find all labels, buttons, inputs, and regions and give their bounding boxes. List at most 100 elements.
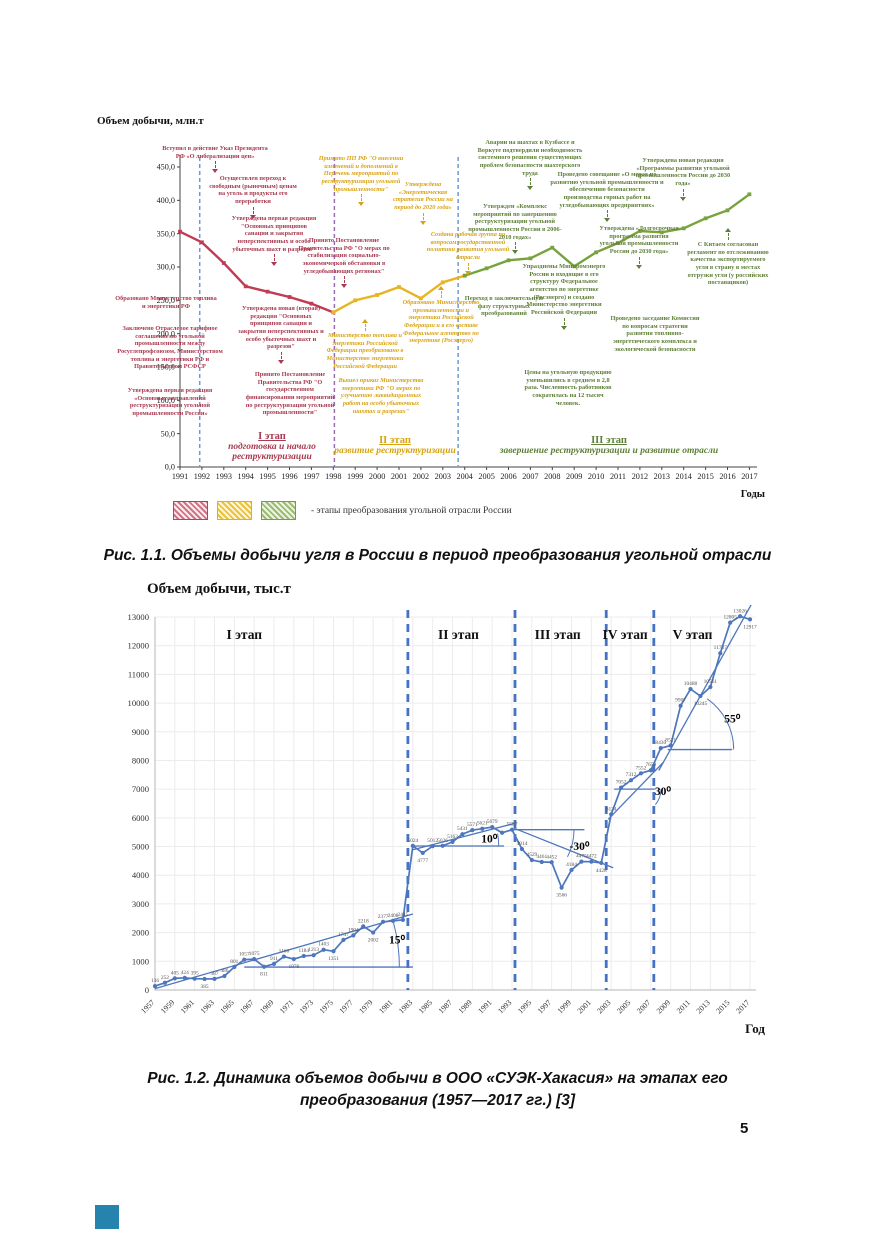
fig2-trend-line	[412, 822, 516, 851]
fig2-x-tick: 2007	[635, 998, 652, 1015]
fig1-x-tick: 2002	[413, 472, 429, 481]
fig1-caption: Рис. 1.1. Объемы добычи угля в России в …	[103, 547, 772, 564]
fig1-y-tick: 0,0	[165, 463, 175, 472]
fig2-y-tick: 9000	[132, 727, 149, 737]
fig1-x-tick: 2007	[522, 472, 538, 481]
fig1-y-axis-title: Объем добычи, млн.т	[97, 115, 204, 127]
fig1-annotation: Образовано Министерство промышленности и…	[398, 287, 484, 345]
fig1-x-tick: 1996	[281, 472, 297, 481]
fig2-data-label: 811	[260, 972, 268, 978]
fig2-x-tick: 2013	[694, 998, 711, 1015]
fig1-annotation: Образовано Министерство топлива и энерге…	[115, 295, 217, 310]
fig1-y-tick: 250,0	[157, 296, 175, 305]
fig2-data-label: 2377	[378, 914, 389, 920]
fig2-x-tick: 2011	[675, 998, 692, 1015]
fig2-angle-label: 30⁰	[655, 785, 672, 798]
fig1-annotation: Утверждена первая редакция "Основных при…	[229, 215, 319, 267]
fig2-x-tick: 1963	[199, 998, 216, 1015]
fig2-stage-label: II этап	[438, 627, 479, 642]
fig2-data-label: 5431	[457, 826, 468, 832]
fig2-x-tick: 1995	[516, 998, 533, 1015]
fig2-data-label: 2218	[358, 918, 369, 924]
fig2-data-label: 4428	[596, 868, 607, 874]
fig2-data-label: 3566	[556, 893, 567, 899]
fig2-trend-line	[658, 605, 752, 771]
fig2-data-label: 10488	[684, 681, 698, 687]
fig2-data-label: 5163	[447, 834, 458, 840]
fig2-x-tick: 1973	[298, 998, 315, 1015]
fig2-x-axis-title: Год	[745, 1021, 765, 1036]
fig1-x-tick: 1992	[194, 472, 210, 481]
fig1-x-tick: 2015	[697, 472, 713, 481]
fig2-data-label: 7552	[636, 765, 647, 771]
fig1-annotation: Переход в заключительную фазу структурны…	[464, 295, 544, 318]
fig2-stage-label: IV этап	[603, 627, 648, 642]
fig1-x-tick: 2013	[654, 472, 670, 481]
fig2-y-tick: 1000	[132, 956, 149, 966]
fig2-data-label: 7312	[626, 772, 637, 778]
fig2-title: Объем добычи, тыс.т	[147, 581, 291, 597]
fig2-angle-label: 10⁰	[481, 833, 498, 846]
fig2-x-tick: 1975	[318, 998, 335, 1015]
fig1-annotation: Министерство топлива и энергетики Россий…	[320, 320, 410, 370]
fig2-plot-svg: 0 1000 2000 3000 4000 5000 6000 7000 8000 9000 100…	[128, 605, 757, 1015]
fig2-data-label: 4472	[586, 854, 597, 860]
fig2-data-label: 2445	[398, 912, 409, 918]
fig2-x-tick: 1989	[456, 998, 473, 1015]
fig1-x-tick: 2017	[741, 472, 757, 481]
fig1-annotation: Утверждена «Энергетическая стратегия Рос…	[383, 181, 463, 225]
fig1-annotation: Принято Постановление Правительства РФ "…	[245, 371, 335, 417]
fig1-legend: - этапы преобразования угольной отрасли …	[173, 501, 512, 520]
fig2-x-tick: 1967	[238, 998, 255, 1015]
fig2-y-tick: 7000	[132, 784, 149, 794]
fig1-x-tick: 2003	[435, 472, 451, 481]
fig2-data-label: 486	[220, 968, 228, 974]
fig1-x-tick: 1997	[303, 472, 319, 481]
fig2-x-tick: 2017	[734, 998, 751, 1015]
fig2-x-tick: 2003	[595, 998, 612, 1015]
fig2-data-label: 2002	[368, 938, 379, 944]
fig2-chart: Объем добычи, тыс.т 0 1000 2000 3000 4000 500…	[95, 581, 805, 1053]
fig2-data-label: 6124	[606, 806, 617, 812]
fig2-y-tick: 4000	[132, 870, 149, 880]
fig2-y-tick: 8000	[132, 755, 149, 765]
fig1-annotation: Утвержден «Комплекс мероприятий по завер…	[467, 203, 563, 255]
fig2-x-tick: 1977	[337, 998, 354, 1015]
fig1-y-tick: 450,0	[157, 163, 175, 172]
fig2-stage-label: I этап	[226, 627, 262, 642]
fig2-x-tick: 1961	[179, 998, 196, 1015]
fig2-data-label: 1166	[279, 949, 290, 955]
fig2-y-tick: 6000	[132, 813, 149, 823]
fig2-data-label: 5024	[407, 838, 418, 844]
fig2-data-label: 1351	[328, 956, 339, 962]
fig2-data-label: 1184	[298, 948, 309, 954]
fig2-x-tick: 1969	[258, 998, 275, 1015]
fig1-x-tick: 1993	[216, 472, 232, 481]
fig1-plot-svg: 0,0 50,0 100,0 150,0 200,0 250,0 300,0 350,0 400…	[157, 155, 758, 481]
fig2-x-tick: 1983	[397, 998, 414, 1015]
fig1-annotation: Цены на угольную продукцию уменьшились в…	[524, 369, 612, 407]
fig2-stage-label: V этап	[673, 627, 713, 642]
fig2-data-label: 7659	[645, 762, 656, 768]
fig2-data-label: 9907	[675, 698, 686, 704]
fig2-x-tick: 2015	[714, 998, 731, 1015]
fig1-x-tick: 2016	[719, 472, 735, 481]
fig1-annotation: Принято Постановление Правительства РФ "…	[293, 237, 395, 289]
fig1-x-tick: 1998	[325, 472, 341, 481]
fig2-y-tick: 0	[145, 985, 149, 995]
fig2-y-tick: 12000	[128, 641, 149, 651]
fig2-trend-line	[513, 827, 614, 869]
fig1-annotation: Создана рабочая группа по вопросам госуд…	[425, 231, 511, 275]
fig2-data-label: 5679	[487, 819, 498, 825]
fig2-data-label: 2408	[388, 913, 399, 919]
fig2-data-label: 1057	[239, 952, 250, 958]
fig2-data-label: 13026	[733, 608, 747, 614]
fig1-x-axis-title: Годы	[740, 489, 765, 500]
fig1-stage3-label: III этап завершение реструктуризации и р…	[499, 435, 719, 456]
fig1-annotation: Вышел приказ Министерства энергетики РФ …	[338, 377, 424, 415]
fig2-y-tick: 3000	[132, 899, 149, 909]
fig1-x-tick: 1995	[259, 472, 275, 481]
fig1-x-tick: 2010	[588, 472, 604, 481]
fig1-annotation: Проведено совещание «О мерах по развитию…	[550, 171, 664, 223]
